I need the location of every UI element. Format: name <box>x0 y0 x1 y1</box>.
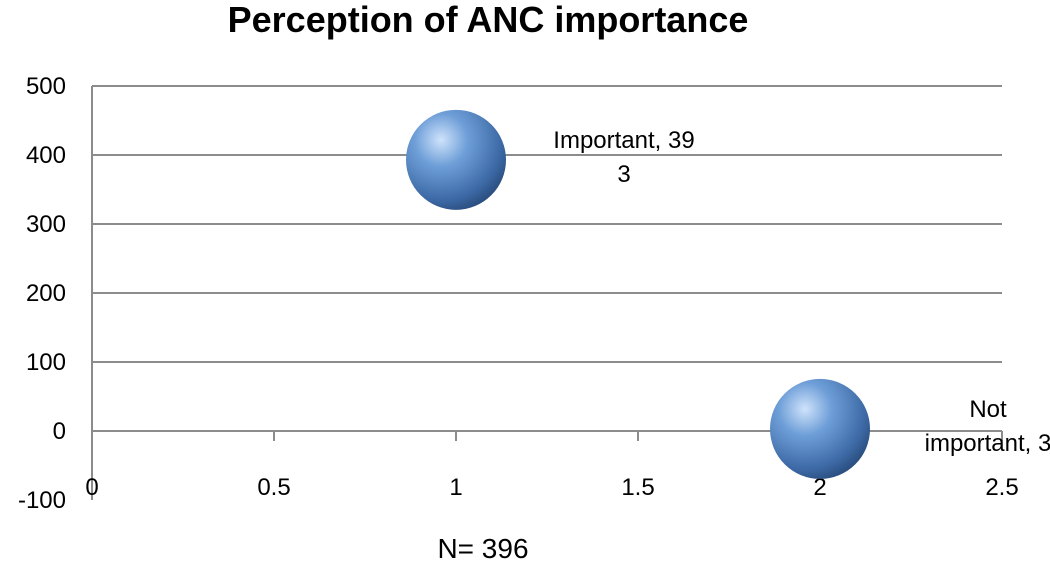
x-tick-label: 2 <box>813 474 826 501</box>
x-tick-label: 1.5 <box>621 474 654 501</box>
y-tick-label: 500 <box>26 73 66 100</box>
data-label: Not <box>969 396 1007 423</box>
data-label: important, 3 <box>925 430 1050 457</box>
data-label: 3 <box>617 161 630 188</box>
y-tick-label: -100 <box>18 487 66 514</box>
x-tick-label: 1 <box>449 474 462 501</box>
sample-size-note: N= 396 <box>437 533 528 561</box>
y-tick-label: 0 <box>53 418 66 445</box>
data-points <box>406 109 870 479</box>
y-tick-label: 400 <box>26 142 66 169</box>
data-label: Important, 39 <box>553 127 694 154</box>
x-tick-label: 0 <box>85 474 98 501</box>
y-tick-labels: -100 0 100 200 300 400 500 <box>18 73 66 514</box>
x-tick-labels: 0 0.5 1 1.5 2 2.5 <box>85 474 1018 501</box>
bubble-point <box>770 378 870 479</box>
chart-title: Perception of ANC importance <box>228 0 749 40</box>
y-tick-label: 200 <box>26 280 66 307</box>
x-tick-label: 2.5 <box>985 474 1018 501</box>
data-labels: Important, 39 3 Not important, 3 <box>553 127 1050 457</box>
gridlines <box>92 85 1002 432</box>
y-tick-label: 100 <box>26 349 66 376</box>
y-tick-label: 300 <box>26 211 66 238</box>
bubble-point <box>406 109 506 210</box>
x-tick-label: 0.5 <box>257 474 290 501</box>
